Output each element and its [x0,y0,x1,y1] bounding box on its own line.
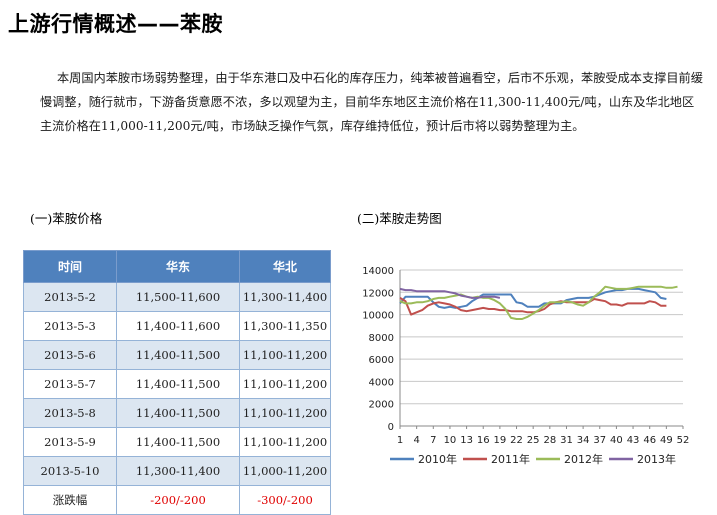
cell-change-label: 涨跌幅 [23,485,117,515]
cell-north: 11,100-11,200 [239,340,331,370]
table-row: 2013-5-10 11,300-11,400 11,000-11,200 [23,456,331,486]
y-tick-label: 6000 [369,355,394,366]
cell-east: 11,400-11,500 [116,340,240,370]
table-row: 2013-5-7 11,400-11,500 11,100-11,200 [23,369,331,399]
x-tick-label: 4 [413,435,419,446]
table-row: 2013-5-3 11,400-11,600 11,300-11,350 [23,311,331,341]
cell-date: 2013-5-6 [23,340,117,370]
cell-east: 11,400-11,500 [116,398,240,428]
page-title: 上游行情概述——苯胺 [8,12,223,36]
x-tick-label: 22 [510,435,523,446]
table-row-change: 涨跌幅 -200/-200 -300/-200 [23,485,331,515]
cell-east: 11,500-11,600 [116,282,240,312]
x-tick-label: 1 [397,435,403,446]
cell-change-east: -200/-200 [116,485,240,515]
cell-change-north: -300/-200 [239,485,331,515]
summary-paragraph: 本周国内苯胺市场弱势整理，由于华东港口及中石化的库存压力，纯苯被普遍看空，后市不… [40,71,703,133]
x-tick-label: 25 [527,435,540,446]
header-east-china: 华东 [116,250,240,283]
cell-north: 11,100-11,200 [239,427,331,457]
x-tick-label: 16 [477,435,490,446]
cell-date: 2013-5-3 [23,311,117,341]
legend-label: 2012年 [564,452,603,466]
x-tick-label: 43 [627,435,640,446]
cell-north: 11,300-11,400 [239,282,331,312]
cell-east: 11,300-11,400 [116,456,240,486]
legend-label: 2010年 [418,452,457,466]
y-tick-label: 14000 [362,266,394,277]
x-tick-label: 10 [444,435,457,446]
table-row: 2013-5-2 11,500-11,600 11,300-11,400 [23,282,331,312]
cell-north: 11,000-11,200 [239,456,331,486]
x-tick-label: 37 [593,435,606,446]
table-row: 2013-5-9 11,400-11,500 11,100-11,200 [23,427,331,457]
series-line [399,285,678,320]
section-trend-heading: (二)苯胺走势图 [357,211,442,226]
cell-east: 11,400-11,500 [116,427,240,457]
header-date: 时间 [23,250,117,283]
x-tick-label: 52 [677,435,690,446]
x-tick-label: 28 [543,435,556,446]
y-tick-label: 2000 [369,400,394,411]
x-tick-label: 34 [577,435,590,446]
series-line [399,297,667,316]
cell-north: 11,300-11,350 [239,311,331,341]
x-tick-label: 19 [494,435,507,446]
aniline-trend-chart: 0 2000 4000 6000 8000 10000 12000 14000 1 4 7 10 13 1… [362,266,690,466]
x-tick-label: 13 [460,435,473,446]
legend-label: 2011年 [491,452,530,466]
table-row: 2013-5-8 11,400-11,500 11,100-11,200 [23,398,331,428]
series-line [399,287,501,299]
cell-north: 11,100-11,200 [239,398,331,428]
x-tick-label: 7 [430,435,436,446]
x-tick-label: 40 [610,435,623,446]
price-table: 时间 华东 华北 2013-5-2 11,500-11,600 11,300-1… [23,250,331,515]
series-line [399,287,667,309]
y-tick-label: 0 [388,422,394,433]
cell-date: 2013-5-8 [23,398,117,428]
cell-east: 11,400-11,500 [116,369,240,399]
table-row: 2013-5-6 11,400-11,500 11,100-11,200 [23,340,331,370]
section-price-heading: (一)苯胺价格 [30,211,103,226]
cell-date: 2013-5-9 [23,427,117,457]
x-tick-label: 49 [660,435,673,446]
y-tick-label: 12000 [362,288,394,299]
y-tick-label: 10000 [362,311,394,322]
cell-date: 2013-5-10 [23,456,117,486]
cell-north: 11,100-11,200 [239,369,331,399]
table-header-row: 时间 华东 华北 [23,250,331,283]
x-tick-label: 31 [560,435,573,446]
cell-date: 2013-5-2 [23,282,117,312]
cell-east: 11,400-11,600 [116,311,240,341]
header-north-china: 华北 [239,250,331,283]
cell-date: 2013-5-7 [23,369,117,399]
y-tick-label: 4000 [369,377,394,388]
y-tick-label: 8000 [369,333,394,344]
legend-label: 2013年 [637,452,676,466]
x-tick-label: 46 [643,435,656,446]
